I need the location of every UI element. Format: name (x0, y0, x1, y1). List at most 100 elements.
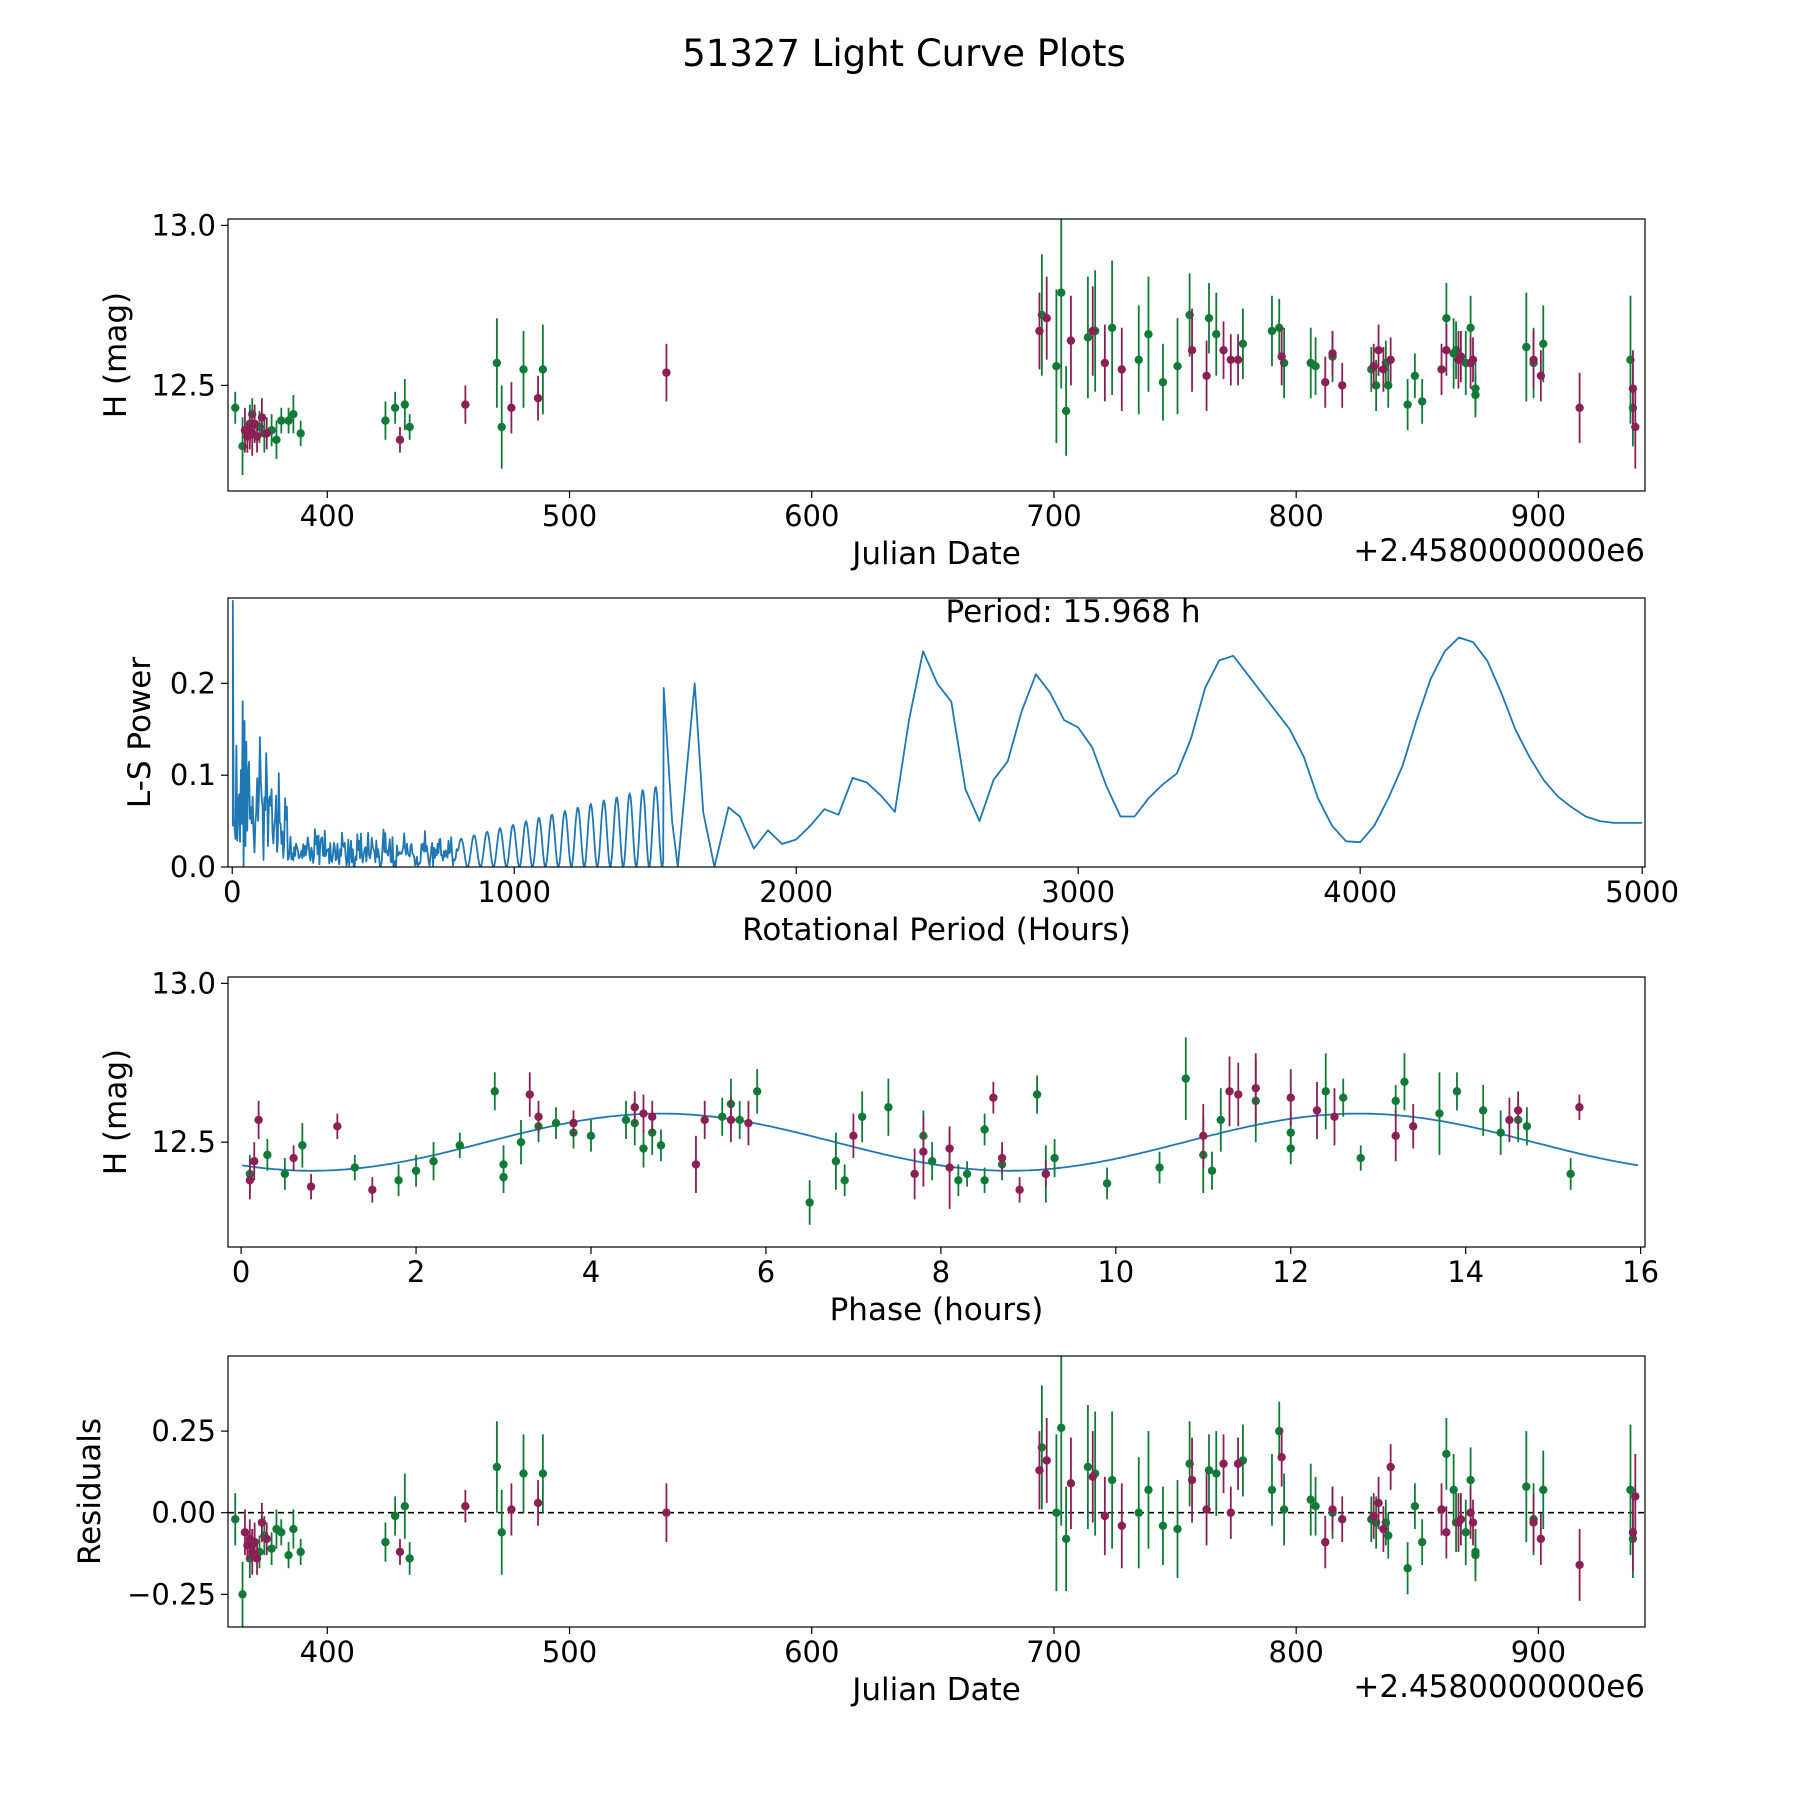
lightcurve-ytick-label: 12.5 (151, 368, 216, 402)
green-data-point (497, 1528, 506, 1537)
green-data-point (1400, 1077, 1409, 1087)
green-data-point (1173, 1524, 1182, 1534)
green-data-point (1403, 1564, 1412, 1573)
green-data-point (519, 1469, 528, 1478)
green-data-point (538, 365, 548, 374)
residuals-panel: 400 500 600 700 800 900 −0.25 0.00 0.25 Julian Da… (72, 1355, 1646, 1708)
green-data-point (1238, 339, 1248, 348)
magenta-data-point (1035, 1466, 1044, 1475)
green-data-point (289, 410, 298, 419)
magenta-data-point (945, 1163, 954, 1172)
lightcurve-xtick-label: 600 (784, 499, 839, 533)
green-data-point (1144, 1485, 1153, 1495)
magenta-data-point (257, 1518, 267, 1527)
phased-y-axis-label: H (mag) (98, 1049, 134, 1175)
periodogram-x-axis-label: Rotational Period (Hours) (742, 912, 1131, 948)
periodogram-y-axis-label: L-S Power (122, 657, 158, 808)
green-data-point (1057, 288, 1066, 297)
magenta-data-point (1536, 371, 1546, 380)
green-data-point (298, 1141, 307, 1150)
magenta-data-point (1066, 1479, 1076, 1488)
magenta-data-point (262, 429, 271, 438)
magenta-data-point (1437, 1505, 1446, 1514)
periodogram-xtick-label: 0 (223, 875, 241, 909)
magenta-data-point (1088, 1472, 1097, 1482)
magenta-data-point (1041, 1169, 1051, 1179)
magenta-data-point (252, 1554, 262, 1563)
green-data-point (263, 1150, 272, 1160)
green-data-point (1083, 1462, 1093, 1472)
lightcurve-ytick-label: 13.0 (151, 208, 216, 242)
magenta-data-point (461, 400, 470, 409)
magenta-data-point (534, 1112, 543, 1121)
green-data-point (1173, 362, 1182, 371)
green-data-point (1267, 1485, 1277, 1495)
magenta-data-point (1379, 365, 1388, 374)
periodogram-panel: 0 1000 2000 3000 4000 5000 0.0 0.1 0.2 Rotational… (122, 594, 1679, 948)
phased-ytick-label: 12.5 (151, 1125, 216, 1159)
magenta-data-point (1277, 352, 1286, 361)
magenta-data-point (1386, 355, 1395, 364)
residuals-xtick-label: 700 (1026, 1635, 1081, 1669)
green-data-point (455, 1141, 464, 1150)
residuals-xtick-label: 500 (542, 1635, 597, 1669)
magenta-data-point (1575, 1560, 1584, 1570)
magenta-data-point (1456, 1515, 1466, 1524)
green-data-point (1207, 1166, 1217, 1175)
green-data-point (954, 1176, 963, 1185)
phased-xtick-label: 10 (1097, 1255, 1134, 1289)
magenta-data-point (257, 413, 267, 422)
green-data-point (980, 1125, 989, 1134)
green-data-point (1134, 355, 1143, 364)
lightcurve-x-offset-label: +2.4580000000e6 (1353, 533, 1645, 569)
magenta-data-point (1251, 1083, 1260, 1093)
green-data-point (284, 1550, 293, 1560)
green-data-point (1626, 1485, 1635, 1495)
green-data-point (381, 1537, 390, 1547)
magenta-data-point (1330, 1112, 1339, 1121)
magenta-data-point (250, 1157, 259, 1166)
green-data-point (648, 1128, 657, 1137)
residuals-ytick-label: −0.25 (127, 1577, 216, 1611)
green-data-point (1158, 1521, 1168, 1530)
green-data-point (492, 358, 502, 368)
green-data-point (1050, 1153, 1059, 1163)
green-data-point (1107, 323, 1117, 332)
magenta-data-point (1409, 1122, 1418, 1131)
magenta-data-point (1631, 1492, 1640, 1501)
green-data-point (1452, 1087, 1462, 1096)
green-data-point (1311, 1501, 1320, 1511)
magenta-data-point (262, 1534, 271, 1544)
lightcurve-frame (227, 218, 1646, 492)
magenta-data-point (254, 1115, 263, 1125)
green-data-point (1566, 1169, 1575, 1179)
lightcurve-x-axis-label: Julian Date (850, 536, 1021, 572)
green-data-point (1216, 1115, 1225, 1125)
phased-xtick-label: 2 (407, 1255, 425, 1289)
magenta-data-point (1202, 371, 1211, 380)
magenta-data-point (691, 1160, 701, 1169)
green-data-point (1212, 330, 1221, 339)
green-data-point (1311, 362, 1320, 371)
magenta-data-point (461, 1501, 470, 1511)
magenta-data-point (662, 368, 671, 377)
green-data-point (289, 1524, 298, 1534)
magenta-data-point (1379, 1524, 1388, 1534)
magenta-data-point (1202, 1505, 1211, 1514)
magenta-data-point (1233, 355, 1243, 364)
magenta-data-point (1187, 346, 1197, 355)
phased-xtick-label: 4 (582, 1255, 600, 1289)
magenta-data-point (1088, 326, 1097, 336)
lightcurve-xtick-label: 500 (542, 499, 597, 533)
green-data-point (1471, 1547, 1480, 1557)
green-data-point (1057, 1423, 1066, 1433)
periodogram-xtick-label: 4000 (1323, 875, 1397, 909)
green-data-point (381, 416, 390, 425)
magenta-data-point (306, 1182, 316, 1191)
green-data-point (1032, 1090, 1042, 1099)
green-data-point (551, 1118, 561, 1128)
magenta-data-point (648, 1112, 657, 1121)
residuals-ytick-label: 0.25 (151, 1414, 216, 1448)
green-data-point (857, 1112, 867, 1121)
